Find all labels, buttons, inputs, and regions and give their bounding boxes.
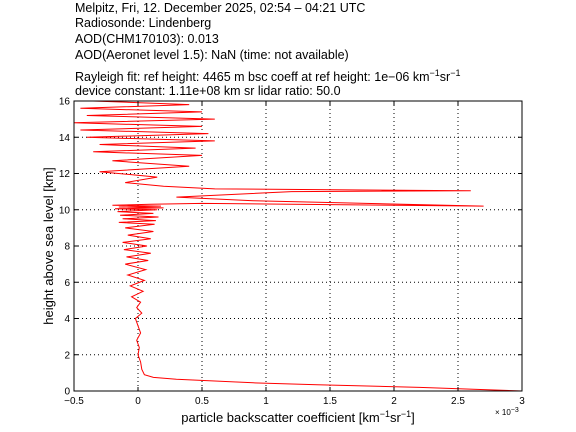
x-tick-label: 2 — [391, 396, 397, 407]
y-tick-label: 0 — [64, 387, 70, 398]
radiosonde-line: Radiosonde: Lindenberg — [75, 16, 212, 30]
x-tick-label: 1 — [263, 396, 269, 407]
x-tick-label: 1.5 — [323, 396, 337, 407]
x-tick-label: −0.5 — [64, 396, 84, 407]
y-tick-label: 12 — [59, 169, 71, 180]
x-tick-label: 2.5 — [451, 396, 465, 407]
y-tick-label: 16 — [59, 97, 71, 108]
x-axis-label: particle backscatter coefficient [km−1sr… — [181, 409, 414, 425]
x-axis-multiplier: × 10−3 — [495, 407, 519, 417]
y-tick-label: 6 — [64, 278, 70, 289]
y-axis-label: height above sea level [km] — [41, 167, 56, 325]
y-tick-label: 14 — [59, 133, 71, 144]
x-tick-label: 0 — [135, 396, 141, 407]
x-tick-label: 3 — [519, 396, 525, 407]
backscatter-series-line — [73, 100, 523, 392]
rayleigh-fit-line: Rayleigh fit: ref height: 4465 m bsc coe… — [75, 68, 461, 85]
grid-lines — [74, 101, 522, 391]
y-tick-label: 8 — [64, 242, 70, 253]
y-tick-label: 10 — [59, 205, 71, 216]
aod-chm-line: AOD(CHM170103): 0.013 — [75, 32, 219, 46]
device-constant-line: device constant: 1.11e+08 km sr lidar ra… — [75, 84, 341, 98]
y-tick-label: 2 — [64, 350, 70, 361]
aod-aeronet-line: AOD(Aeronet level 1.5): NaN (time: not a… — [75, 48, 349, 62]
title-line: Melpitz, Fri, 12. December 2025, 02:54 –… — [75, 1, 366, 15]
x-tick-label: 0.5 — [195, 396, 209, 407]
y-tick-label: 4 — [64, 314, 70, 325]
